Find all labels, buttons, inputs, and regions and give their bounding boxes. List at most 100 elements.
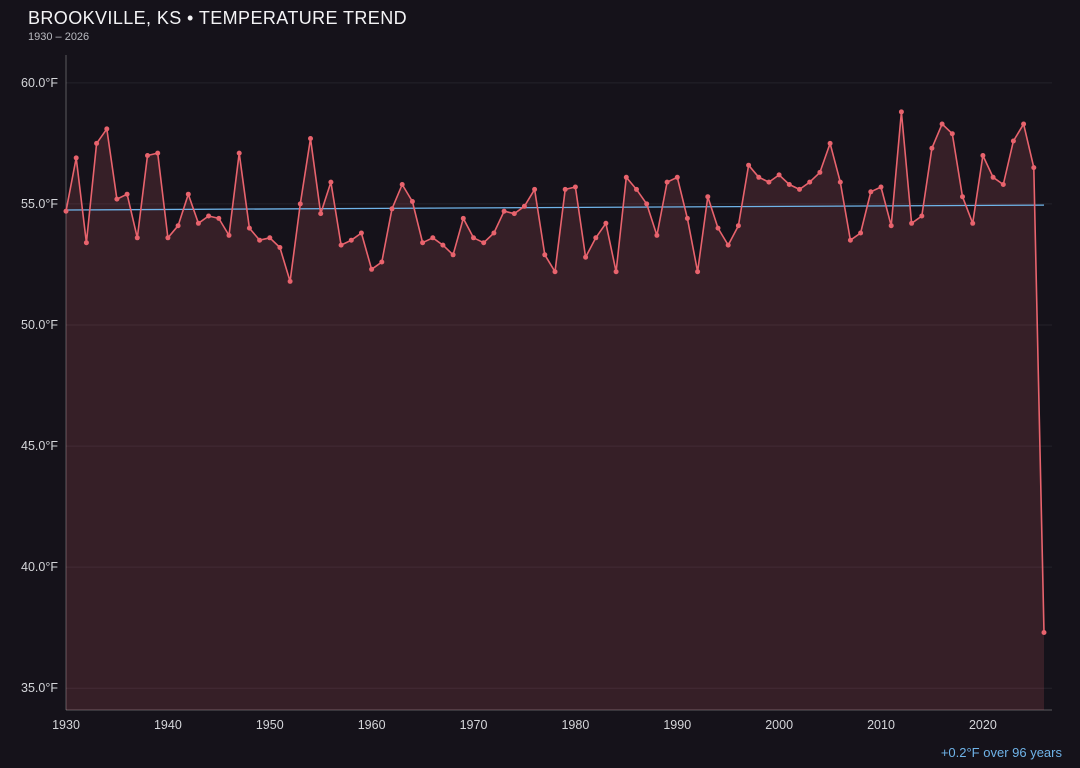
data-point: [257, 237, 263, 243]
x-tick-label: 2000: [765, 718, 793, 732]
data-point: [338, 242, 344, 248]
data-point: [644, 201, 650, 207]
data-point: [837, 179, 843, 185]
trend-line: [65, 204, 1045, 211]
data-point: [847, 237, 853, 243]
data-point: [297, 201, 303, 207]
y-tick-label: 35.0°F: [21, 681, 58, 695]
data-point: [318, 211, 324, 217]
data-point: [267, 235, 273, 241]
y-tick-label: 50.0°F: [21, 318, 58, 332]
data-point: [552, 269, 558, 275]
data-point: [460, 215, 466, 221]
data-point: [481, 240, 487, 246]
data-point: [246, 225, 252, 231]
chart-subtitle: 1930 – 2026: [28, 31, 90, 43]
data-point: [603, 220, 609, 226]
x-tick-label: 2020: [969, 718, 997, 732]
data-point: [134, 235, 140, 241]
x-tick-label: 1960: [358, 718, 386, 732]
data-point: [501, 208, 507, 214]
data-point: [827, 140, 833, 146]
data-point: [970, 220, 976, 226]
data-point: [165, 235, 171, 241]
data-point: [695, 269, 701, 275]
data-point: [888, 223, 894, 229]
data-point: [328, 179, 334, 185]
data-point: [684, 215, 690, 221]
data-point: [369, 266, 375, 272]
data-point: [735, 223, 741, 229]
data-point: [583, 254, 589, 260]
chart-header: BROOKVILLE, KS • TEMPERATURE TREND 1930 …: [28, 8, 407, 43]
data-point: [511, 211, 517, 217]
data-point: [348, 237, 354, 243]
data-point: [817, 169, 823, 175]
y-tick-label: 45.0°F: [21, 439, 58, 453]
data-point: [623, 174, 629, 180]
data-point: [236, 150, 242, 156]
data-point: [532, 186, 538, 192]
data-point: [308, 136, 313, 141]
data-point: [287, 278, 293, 284]
data-point: [195, 220, 201, 226]
data-point: [766, 179, 772, 185]
data-point: [797, 186, 802, 192]
data-point: [521, 203, 527, 209]
data-point: [206, 213, 212, 219]
data-point: [379, 259, 385, 265]
data-point: [216, 215, 222, 221]
data-point: [226, 232, 232, 238]
data-point: [562, 186, 568, 192]
data-point: [420, 240, 426, 246]
data-point: [572, 184, 578, 190]
x-tick-label: 2010: [867, 718, 895, 732]
data-point: [145, 153, 150, 158]
y-tick-label: 40.0°F: [21, 560, 58, 574]
data-point: [175, 223, 181, 229]
data-point: [104, 126, 110, 132]
data-point: [786, 182, 792, 187]
data-point: [430, 235, 436, 241]
data-point: [1041, 630, 1047, 635]
data-point: [960, 194, 965, 200]
data-point: [868, 189, 874, 195]
x-tick-label: 1950: [256, 718, 284, 732]
data-point: [399, 182, 405, 187]
data-point: [939, 121, 945, 127]
data-point: [73, 155, 79, 161]
data-point: [756, 174, 762, 180]
data-point: [440, 242, 446, 248]
x-tick-label: 1940: [154, 718, 182, 732]
data-point: [746, 162, 752, 168]
data-point: [389, 206, 395, 212]
data-point: [898, 109, 904, 115]
data-point: [185, 191, 191, 197]
data-point: [83, 240, 89, 246]
data-point: [858, 230, 864, 236]
data-point: [980, 153, 986, 158]
data-point: [705, 194, 711, 200]
data-point: [114, 196, 120, 202]
data-point: [919, 213, 925, 219]
data-point: [1000, 182, 1006, 187]
page-title: BROOKVILLE, KS • TEMPERATURE TREND: [28, 8, 407, 28]
data-point: [409, 199, 415, 204]
data-point: [94, 140, 100, 146]
x-tick-label: 1970: [460, 718, 488, 732]
data-point: [63, 208, 69, 214]
data-point: [634, 186, 639, 192]
y-tick-label: 55.0°F: [21, 197, 58, 211]
data-point: [949, 131, 955, 137]
data-point: [124, 191, 130, 197]
data-point: [1010, 138, 1016, 144]
y-tick-label: 60.0°F: [21, 76, 58, 90]
data-point: [909, 220, 915, 226]
data-point: [776, 172, 782, 178]
data-point: [807, 179, 813, 185]
trend-summary: +0.2°F over 96 years: [940, 745, 1062, 760]
data-point: [674, 174, 680, 180]
data-point: [1021, 121, 1027, 127]
